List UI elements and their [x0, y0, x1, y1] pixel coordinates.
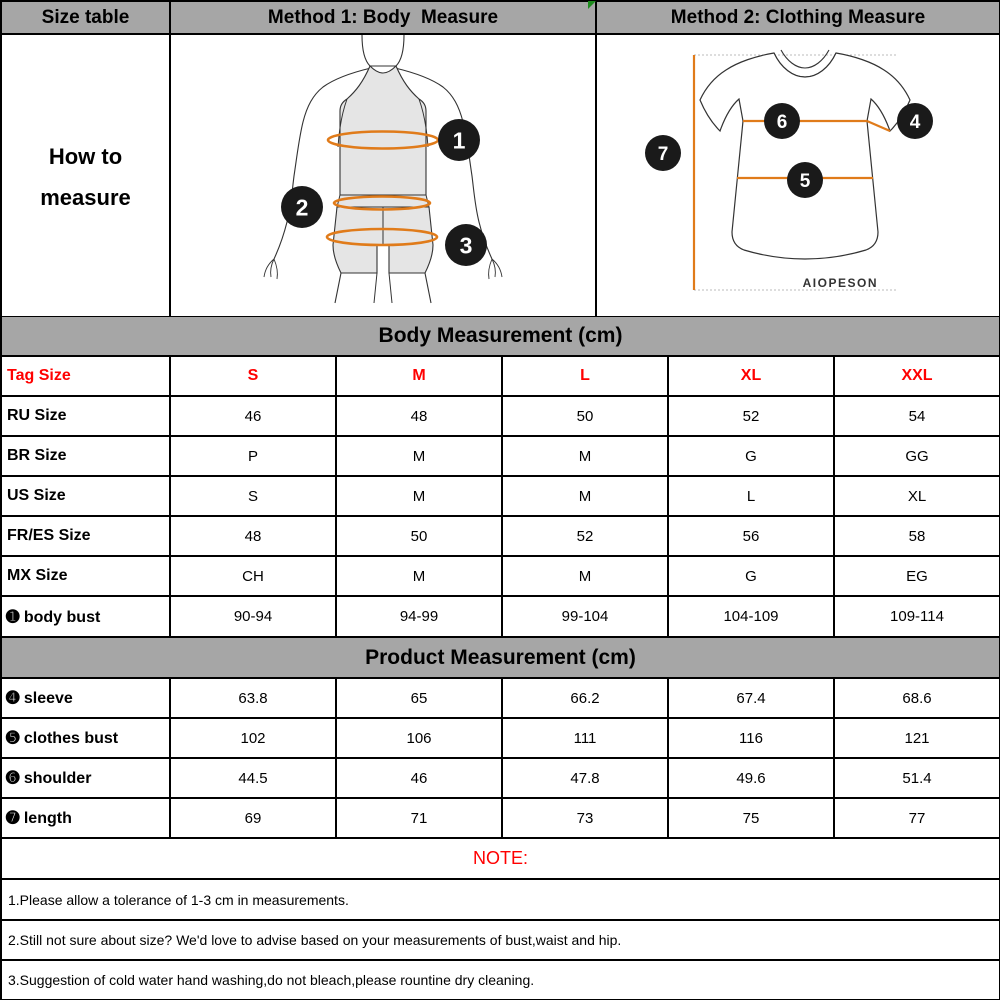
svg-text:AIOPESON: AIOPESON [803, 276, 878, 290]
svg-text:3: 3 [460, 232, 473, 258]
svg-text:7: 7 [658, 144, 669, 165]
svg-text:1: 1 [453, 127, 466, 153]
svg-text:4: 4 [910, 112, 921, 133]
svg-text:5: 5 [800, 171, 811, 192]
svg-text:6: 6 [777, 112, 788, 133]
svg-text:2: 2 [296, 194, 309, 220]
